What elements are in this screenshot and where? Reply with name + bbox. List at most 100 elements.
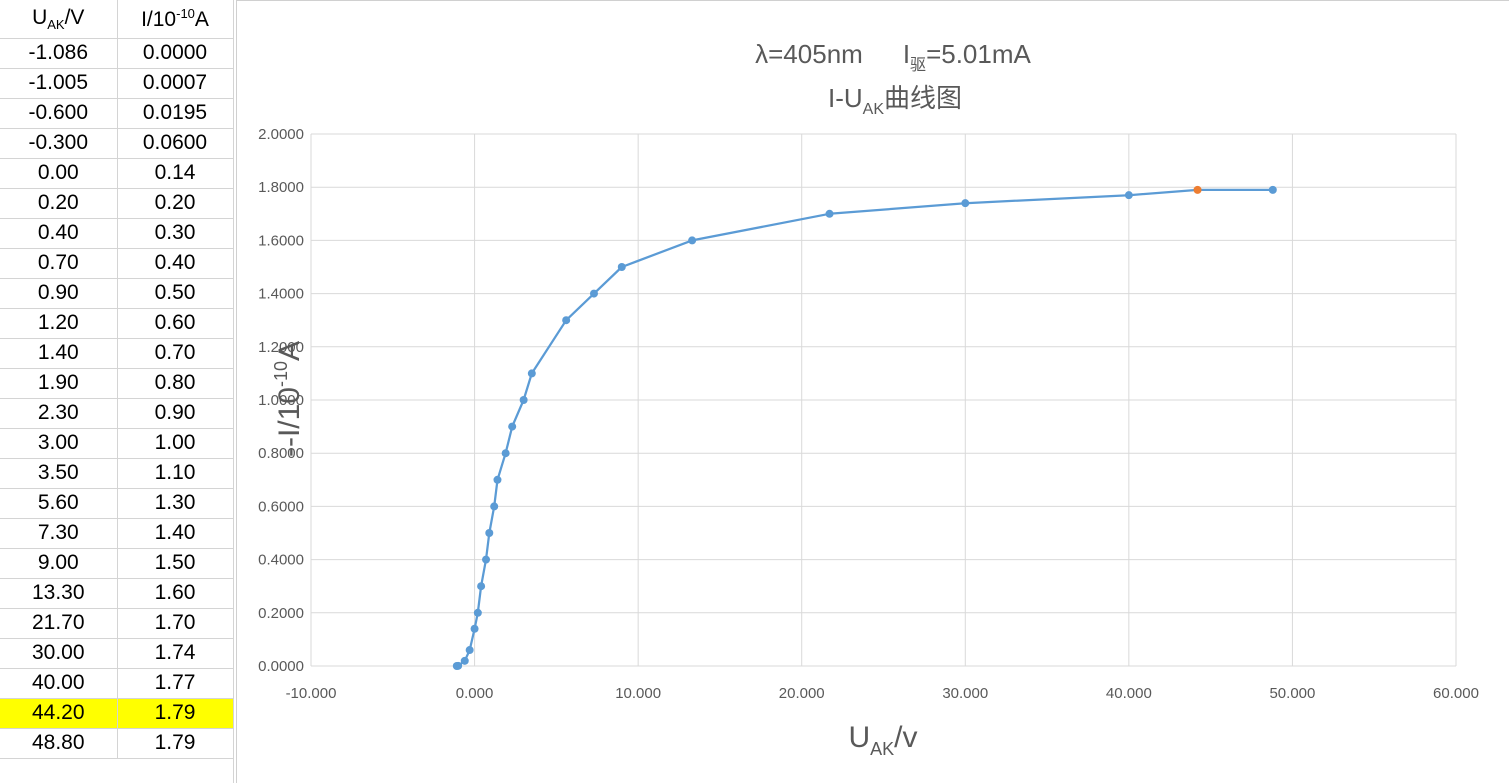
cell-voltage[interactable]: 0.40: [0, 218, 118, 249]
data-point[interactable]: [493, 475, 502, 484]
data-point[interactable]: [460, 656, 469, 665]
table-row[interactable]: 0.00 0.14: [0, 158, 234, 189]
cell-current[interactable]: 0.0600: [117, 128, 234, 159]
data-point[interactable]: [589, 289, 598, 298]
data-point[interactable]: [1124, 191, 1133, 200]
data-point[interactable]: [490, 502, 499, 511]
data-point[interactable]: [519, 396, 528, 404]
table-row[interactable]: -0.300 0.0600: [0, 128, 234, 159]
cell-current[interactable]: 0.70: [117, 338, 234, 369]
cell-voltage[interactable]: 5.60: [0, 488, 118, 519]
table-row[interactable]: -0.600 0.0195: [0, 98, 234, 129]
table-row[interactable]: -1.005 0.0007: [0, 68, 234, 99]
table-row[interactable]: 0.70 0.40: [0, 248, 234, 279]
cell-current[interactable]: 1.00: [117, 428, 234, 459]
table-row[interactable]: 40.00 1.77: [0, 668, 234, 699]
cell-current[interactable]: 0.14: [117, 158, 234, 189]
cell-current[interactable]: 0.0007: [117, 68, 234, 99]
cell-voltage[interactable]: 0.20: [0, 188, 118, 219]
data-point[interactable]: [562, 316, 571, 325]
cell-current[interactable]: 1.74: [117, 638, 234, 669]
cell-voltage[interactable]: 0.70: [0, 248, 118, 279]
table-row[interactable]: 13.30 1.60: [0, 578, 234, 609]
cell-voltage[interactable]: 21.70: [0, 608, 118, 639]
cell-voltage[interactable]: 1.90: [0, 368, 118, 399]
cell-current[interactable]: 0.80: [117, 368, 234, 399]
cell-voltage[interactable]: -0.600: [0, 98, 118, 129]
data-point[interactable]: [961, 199, 970, 208]
cell-current[interactable]: 1.70: [117, 608, 234, 639]
table-row[interactable]: 21.70 1.70: [0, 608, 234, 639]
cell-voltage[interactable]: 13.30: [0, 578, 118, 609]
cell-voltage[interactable]: 0.00: [0, 158, 118, 189]
data-point[interactable]: [508, 422, 517, 431]
table-row[interactable]: 7.30 1.40: [0, 518, 234, 549]
cell-current[interactable]: 1.77: [117, 668, 234, 699]
table-row[interactable]: 1.40 0.70: [0, 338, 234, 369]
table-row[interactable]: 3.00 1.00: [0, 428, 234, 459]
cell-current[interactable]: 0.40: [117, 248, 234, 279]
cell-voltage[interactable]: 3.50: [0, 458, 118, 489]
table-row[interactable]: 44.20 1.79: [0, 698, 234, 729]
table-row[interactable]: 0.90 0.50: [0, 278, 234, 309]
table-row[interactable]: 1.90 0.80: [0, 368, 234, 399]
cell-current[interactable]: 1.30: [117, 488, 234, 519]
data-point[interactable]: [485, 529, 494, 537]
cell-current[interactable]: 1.79: [117, 728, 234, 759]
cell-current[interactable]: 0.50: [117, 278, 234, 309]
data-point[interactable]: [482, 555, 491, 564]
data-point[interactable]: [617, 263, 626, 271]
cell-voltage[interactable]: 48.80: [0, 728, 118, 759]
table-row[interactable]: 48.80 1.79: [0, 728, 234, 759]
cell-voltage[interactable]: -0.300: [0, 128, 118, 159]
data-point[interactable]: [477, 582, 486, 591]
cell-voltage[interactable]: -1.086: [0, 38, 118, 69]
cell-current[interactable]: 0.60: [117, 308, 234, 339]
cell-voltage[interactable]: 30.00: [0, 638, 118, 669]
cell-voltage[interactable]: 44.20: [0, 698, 118, 729]
cell-current[interactable]: 0.20: [117, 188, 234, 219]
data-point[interactable]: [473, 608, 482, 617]
table-row[interactable]: 2.30 0.90: [0, 398, 234, 429]
header-current[interactable]: I/10-10A: [117, 0, 234, 39]
cell-current[interactable]: 0.0000: [117, 38, 234, 69]
data-point[interactable]: [688, 236, 697, 245]
header-voltage[interactable]: UAK/V: [0, 0, 118, 39]
data-point[interactable]: [470, 624, 479, 633]
cell-voltage[interactable]: 0.90: [0, 278, 118, 309]
cell-current[interactable]: 1.40: [117, 518, 234, 549]
chart-title-line1: λ=405nm I驱=5.01mA: [755, 39, 1031, 74]
data-point[interactable]: [465, 646, 474, 655]
cell-current[interactable]: 1.60: [117, 578, 234, 609]
cell-voltage[interactable]: 1.20: [0, 308, 118, 339]
table-row[interactable]: 1.20 0.60: [0, 308, 234, 339]
cell-voltage[interactable]: 40.00: [0, 668, 118, 699]
table-row[interactable]: 5.60 1.30: [0, 488, 234, 519]
cell-current[interactable]: 1.10: [117, 458, 234, 489]
table-row[interactable]: 3.50 1.10: [0, 458, 234, 489]
table-row[interactable]: 9.00 1.50: [0, 548, 234, 579]
table-row[interactable]: 0.40 0.30: [0, 218, 234, 249]
chart-panel[interactable]: λ=405nm I驱=5.01mA I-UAK曲线图 0.0000 0.2000 0.…: [236, 0, 1509, 783]
table-row[interactable]: 0.20 0.20: [0, 188, 234, 219]
cell-voltage[interactable]: 1.40: [0, 338, 118, 369]
cell-current[interactable]: 0.0195: [117, 98, 234, 129]
cell-voltage[interactable]: 9.00: [0, 548, 118, 579]
cell-current[interactable]: 0.30: [117, 218, 234, 249]
cell-current[interactable]: 1.50: [117, 548, 234, 579]
cell-voltage[interactable]: 2.30: [0, 398, 118, 429]
cell-current[interactable]: 0.90: [117, 398, 234, 429]
cell-current[interactable]: 1.79: [117, 698, 234, 729]
y-tick-label: 1.0000: [258, 392, 304, 409]
data-point[interactable]: [825, 209, 834, 218]
table-row[interactable]: -1.086 0.0000: [0, 38, 234, 69]
cell-voltage[interactable]: 7.30: [0, 518, 118, 549]
data-point[interactable]: [501, 449, 510, 458]
data-point[interactable]: [454, 661, 463, 670]
data-point[interactable]: [527, 369, 536, 378]
cell-voltage[interactable]: -1.005: [0, 68, 118, 99]
highlighted-data-point[interactable]: [1193, 185, 1202, 194]
data-point[interactable]: [1268, 185, 1277, 194]
table-row[interactable]: 30.00 1.74: [0, 638, 234, 669]
cell-voltage[interactable]: 3.00: [0, 428, 118, 459]
